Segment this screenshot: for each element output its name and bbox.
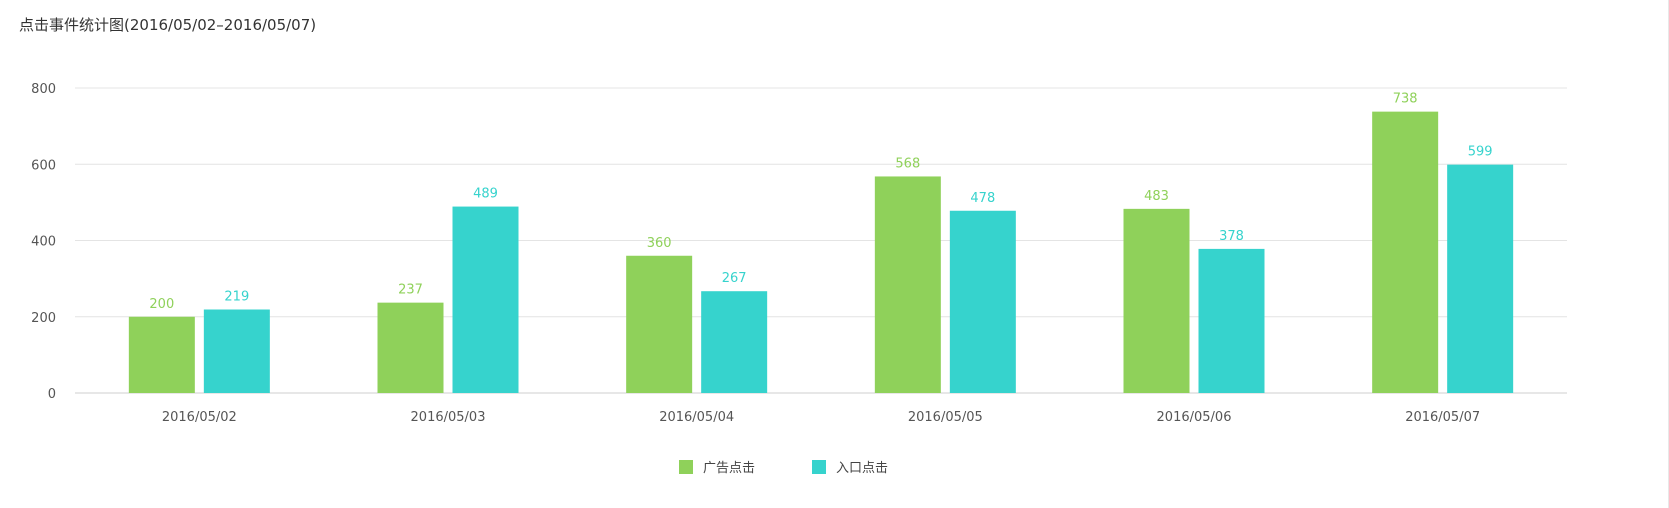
bar-entry-click[interactable] bbox=[701, 291, 768, 393]
legend-label[interactable]: 入口点击 bbox=[836, 461, 888, 476]
bar-ad-click[interactable] bbox=[874, 176, 941, 393]
data-label: 568 bbox=[895, 156, 920, 171]
bar-ad-click[interactable] bbox=[377, 302, 444, 393]
bar-entry-click[interactable] bbox=[452, 206, 519, 393]
y-tick-label: 200 bbox=[31, 311, 56, 326]
chart-title: 点击事件统计图(2016/05/02–2016/05/07) bbox=[19, 16, 317, 34]
y-tick-label: 600 bbox=[31, 158, 56, 173]
bar-ad-click[interactable] bbox=[626, 255, 693, 393]
bar-ad-click[interactable] bbox=[1123, 208, 1190, 393]
bar-entry-click[interactable] bbox=[949, 210, 1016, 393]
data-label: 599 bbox=[1468, 145, 1493, 160]
legend-label[interactable]: 广告点击 bbox=[703, 461, 755, 476]
data-label: 237 bbox=[398, 283, 423, 298]
data-label: 483 bbox=[1144, 189, 1169, 204]
bar-ad-click[interactable] bbox=[1372, 111, 1439, 393]
data-labels: 200 219 237 489 360 267 568 478 483 378 738 599 bbox=[149, 92, 1492, 312]
y-tick-label: 400 bbox=[31, 235, 56, 250]
y-axis-ticks: 0 200 400 600 800 bbox=[31, 82, 56, 402]
y-tick-label: 0 bbox=[48, 387, 56, 402]
x-tick-label: 2016/05/04 bbox=[659, 410, 734, 425]
bar-entry-click[interactable] bbox=[1447, 164, 1514, 393]
data-label: 478 bbox=[970, 191, 995, 206]
data-label: 360 bbox=[647, 236, 672, 251]
bars bbox=[128, 111, 1514, 393]
y-tick-label: 800 bbox=[31, 82, 56, 97]
data-label: 267 bbox=[722, 271, 747, 286]
bar-ad-click[interactable] bbox=[128, 316, 195, 393]
legend-swatch[interactable] bbox=[679, 460, 693, 474]
x-tick-label: 2016/05/05 bbox=[908, 410, 983, 425]
legend-swatch[interactable] bbox=[812, 460, 826, 474]
data-label: 378 bbox=[1219, 229, 1244, 244]
x-tick-label: 2016/05/06 bbox=[1157, 410, 1232, 425]
data-label: 738 bbox=[1393, 92, 1418, 107]
data-label: 219 bbox=[224, 290, 249, 305]
x-tick-label: 2016/05/02 bbox=[162, 410, 237, 425]
bar-entry-click[interactable] bbox=[1198, 248, 1265, 393]
data-label: 489 bbox=[473, 187, 498, 202]
gridlines bbox=[75, 87, 1567, 394]
data-label: 200 bbox=[149, 297, 174, 312]
x-axis-ticks: 2016/05/02 2016/05/03 2016/05/04 2016/05/05… bbox=[162, 410, 1480, 425]
x-tick-label: 2016/05/03 bbox=[411, 410, 486, 425]
x-tick-label: 2016/05/07 bbox=[1405, 410, 1480, 425]
bar-entry-click[interactable] bbox=[203, 309, 270, 393]
legend: 广告点击 入口点击 bbox=[679, 460, 888, 476]
